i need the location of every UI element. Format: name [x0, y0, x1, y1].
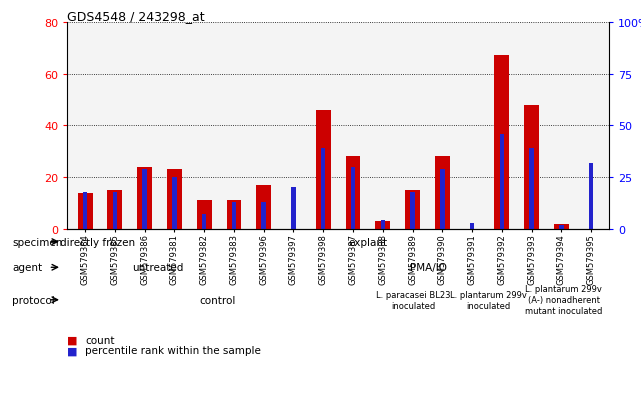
Text: count: count — [85, 335, 115, 345]
Text: L. plantarum 299v
(A-) nonadherent
mutant inoculated: L. plantarum 299v (A-) nonadherent mutan… — [525, 285, 603, 316]
Text: PMA/IO: PMA/IO — [410, 263, 447, 273]
Bar — [529, 149, 534, 229]
Bar — [589, 163, 594, 229]
Bar — [202, 215, 206, 229]
Text: protocol: protocol — [12, 295, 55, 305]
Text: percentile rank within the sample: percentile rank within the sample — [85, 346, 261, 356]
Bar — [291, 188, 296, 229]
Bar — [108, 190, 122, 229]
Bar — [226, 201, 242, 229]
Text: agent: agent — [12, 263, 42, 273]
Text: L. paracasei BL23
inoculated: L. paracasei BL23 inoculated — [376, 290, 451, 310]
Bar — [351, 167, 355, 229]
Bar — [316, 110, 331, 229]
Bar — [494, 56, 509, 229]
Bar — [78, 193, 92, 229]
Text: ■: ■ — [67, 346, 78, 356]
Bar — [345, 157, 360, 229]
Bar — [499, 134, 504, 229]
Text: ■: ■ — [67, 335, 78, 345]
Text: specimen: specimen — [12, 237, 62, 247]
Bar — [142, 169, 147, 229]
Bar — [470, 223, 474, 229]
Bar — [321, 149, 326, 229]
Bar — [405, 190, 420, 229]
Text: GDS4548 / 243298_at: GDS4548 / 243298_at — [67, 10, 205, 23]
Bar — [381, 221, 385, 229]
Bar — [410, 192, 415, 229]
Text: L. plantarum 299v
inoculated: L. plantarum 299v inoculated — [450, 290, 527, 310]
Bar — [83, 192, 87, 229]
Bar — [137, 167, 152, 229]
Bar — [197, 201, 212, 229]
Bar — [167, 170, 182, 229]
Bar — [232, 202, 236, 229]
Bar — [376, 221, 390, 229]
Bar — [256, 185, 271, 229]
Bar — [554, 224, 569, 229]
Bar — [440, 169, 444, 229]
Bar — [172, 178, 177, 229]
Bar — [435, 157, 450, 229]
Text: explant: explant — [349, 237, 388, 247]
Text: control: control — [199, 295, 236, 305]
Bar — [113, 192, 117, 229]
Text: untreated: untreated — [132, 263, 183, 273]
Bar — [524, 105, 539, 229]
Bar — [262, 202, 266, 229]
Text: directly frozen: directly frozen — [60, 237, 135, 247]
Bar — [559, 225, 563, 229]
